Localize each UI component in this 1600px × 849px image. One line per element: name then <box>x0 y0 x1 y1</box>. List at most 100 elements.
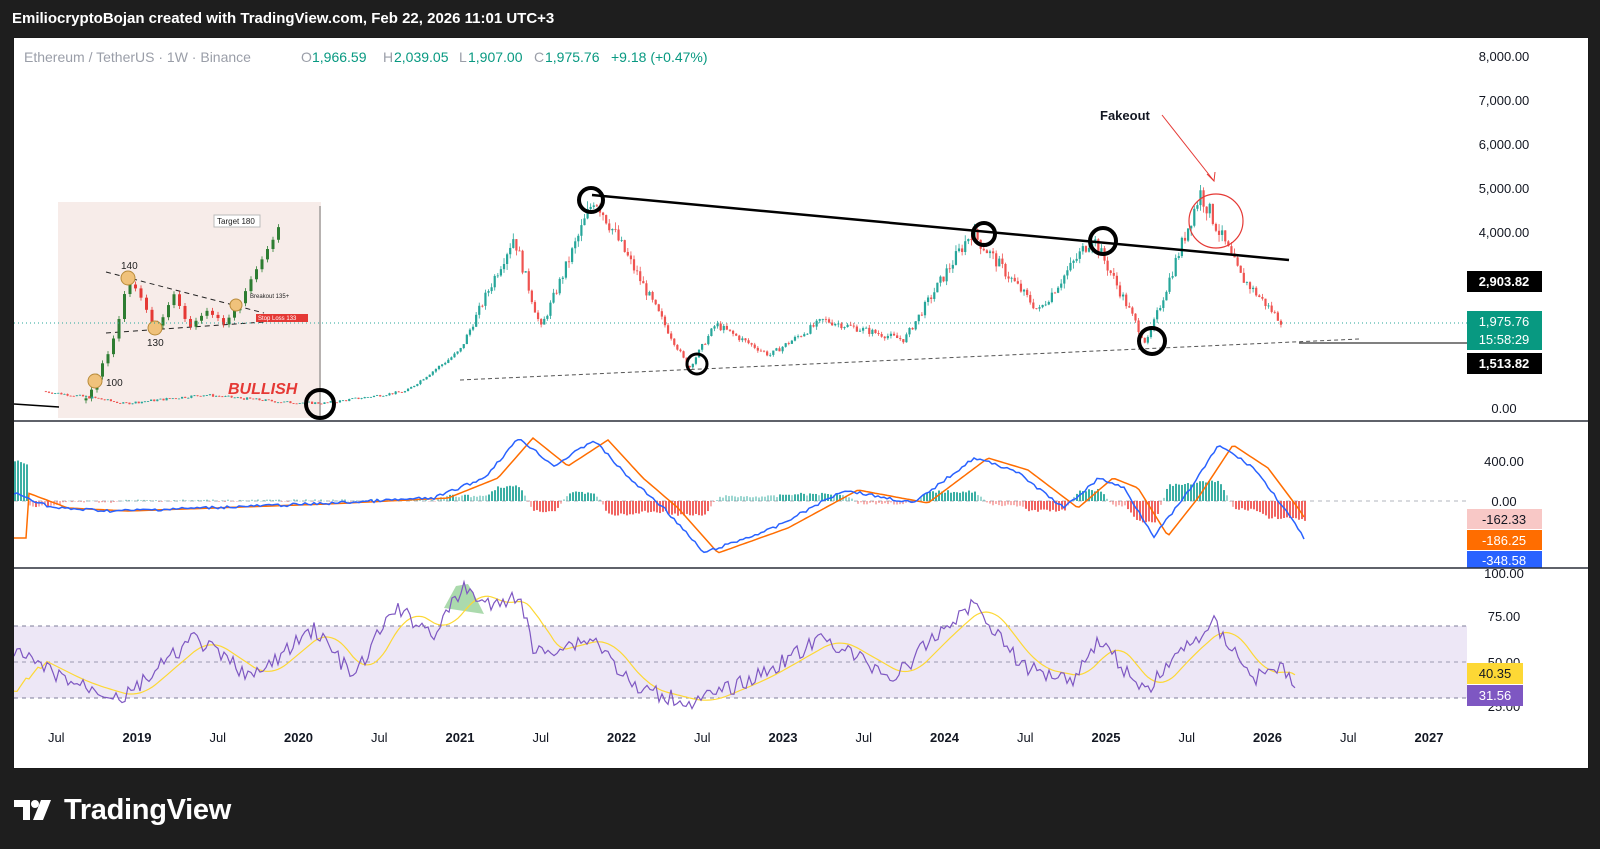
time-axis[interactable]: Jul 2019 Jul 2020 Jul 2021 Jul 2022 Jul 2023 Jul 20… <box>48 730 1444 745</box>
macd-hist-bar <box>734 496 736 501</box>
candle-body <box>273 401 277 403</box>
macd-hist-bar <box>104 501 106 503</box>
candle-body <box>1217 230 1221 235</box>
candle-body <box>468 329 472 335</box>
macd-hist-bar <box>740 496 742 501</box>
macd-hist-bar <box>878 501 880 503</box>
macd-hist-bar <box>161 501 163 502</box>
candle-body <box>1208 203 1211 214</box>
candle-body <box>936 282 939 293</box>
macd-hist-bar <box>311 501 313 502</box>
macd-hist-bar <box>1181 484 1183 501</box>
tradingview-brand[interactable]: TradingView <box>14 790 231 830</box>
macd-histogram <box>14 460 1306 523</box>
macd-hist-bar <box>656 501 658 513</box>
macd-hist-bar <box>806 495 808 501</box>
macd-hist-bar <box>26 464 28 501</box>
macd-hist-bar <box>428 501 430 502</box>
candle-body <box>710 328 713 336</box>
chart-canvas[interactable]: Ethereum / TetherUS · 1W · Binance O 1,9… <box>13 38 1588 768</box>
candle-body <box>772 350 775 355</box>
macd-hist-bar <box>881 501 883 504</box>
macd-hist-bar <box>128 499 130 501</box>
candle-body <box>868 327 871 334</box>
macd-hist-bar <box>227 499 229 501</box>
candle-body <box>1035 308 1038 310</box>
macd-hist-bar <box>494 490 496 501</box>
candle-body <box>75 395 78 397</box>
candle-body <box>704 344 707 345</box>
candle-body <box>298 403 301 404</box>
candle-body <box>899 338 902 340</box>
candle-body <box>1183 237 1187 241</box>
macd-hist-bar <box>632 501 634 515</box>
macd-hist-bar <box>359 501 361 502</box>
candle-body <box>453 353 456 358</box>
candle-body <box>567 261 571 263</box>
inset-stop-box <box>256 314 308 322</box>
candle-body <box>394 391 397 395</box>
candle-body <box>908 327 911 335</box>
candle-body <box>1112 272 1115 276</box>
candle-body <box>1230 246 1233 254</box>
macd-hist-bar <box>728 496 730 501</box>
time-tick: 2020 <box>284 730 313 745</box>
candle-body <box>171 398 174 400</box>
macd-hist-bar <box>1157 501 1159 514</box>
candle-body <box>1109 270 1112 273</box>
inset-stop-label: Stop Loss 133 <box>258 316 297 322</box>
chart-frame[interactable]: Ethereum / TetherUS · 1W · Binance O 1,9… <box>13 37 1589 769</box>
candle-body <box>379 395 382 397</box>
time-tick: Jul <box>371 730 388 745</box>
macd-hist-bar <box>752 497 754 501</box>
macd-hist-bar <box>281 501 283 502</box>
candle-body <box>44 391 47 393</box>
time-tick: 2021 <box>446 730 475 745</box>
candle-body <box>988 251 992 254</box>
candle-body <box>218 395 221 397</box>
macd-hist-bar <box>1118 501 1120 506</box>
macd-hist-bar <box>176 500 178 502</box>
candle-body <box>1270 305 1273 312</box>
label-1513: 1,513.82 <box>1479 356 1530 371</box>
candle-body <box>601 212 605 216</box>
candle-body <box>738 335 741 341</box>
label-last-price-box <box>1467 311 1542 350</box>
candle-body <box>249 397 252 399</box>
candle-body <box>586 208 589 219</box>
macd-hist-bar <box>1208 481 1210 501</box>
candle-body <box>499 269 503 276</box>
candle-body <box>211 394 215 397</box>
price-y-axis: 8,000.00 7,000.00 6,000.00 5,000.00 4,000.00… <box>1479 49 1530 416</box>
candle-body <box>97 397 100 399</box>
candle-body <box>834 324 837 326</box>
inset-candle-body <box>222 318 225 325</box>
candle-body <box>654 299 657 305</box>
symbol-title: Ethereum / TetherUS · 1W · Binance <box>24 49 251 65</box>
candle-body <box>1121 294 1125 297</box>
candle-body <box>1186 228 1190 241</box>
candle-body <box>456 351 459 354</box>
macd-hist-bar <box>809 493 811 501</box>
macd-hist-bar <box>47 501 49 508</box>
macd-hist-bar <box>1244 501 1246 510</box>
candle-body <box>233 397 236 399</box>
candle-body <box>1156 310 1159 320</box>
macd-hist-bar <box>860 501 862 503</box>
candle-body <box>310 401 314 404</box>
candle-body <box>115 401 119 404</box>
macd-hist-bar <box>635 501 637 514</box>
macd-hist-bar <box>146 500 148 501</box>
macd-hist-bar <box>1178 484 1180 501</box>
candle-body <box>762 350 766 352</box>
macd-hist-bar <box>263 500 265 501</box>
candle-body <box>208 394 212 396</box>
candle-body <box>221 396 224 398</box>
candle-body <box>605 215 608 224</box>
circle-2021-top <box>577 186 605 214</box>
inset-candle-body <box>128 284 132 295</box>
macd-hist-bar <box>719 496 721 501</box>
candle-body <box>425 376 428 380</box>
candle-body <box>403 391 407 393</box>
macd-hist-bar <box>137 499 139 501</box>
